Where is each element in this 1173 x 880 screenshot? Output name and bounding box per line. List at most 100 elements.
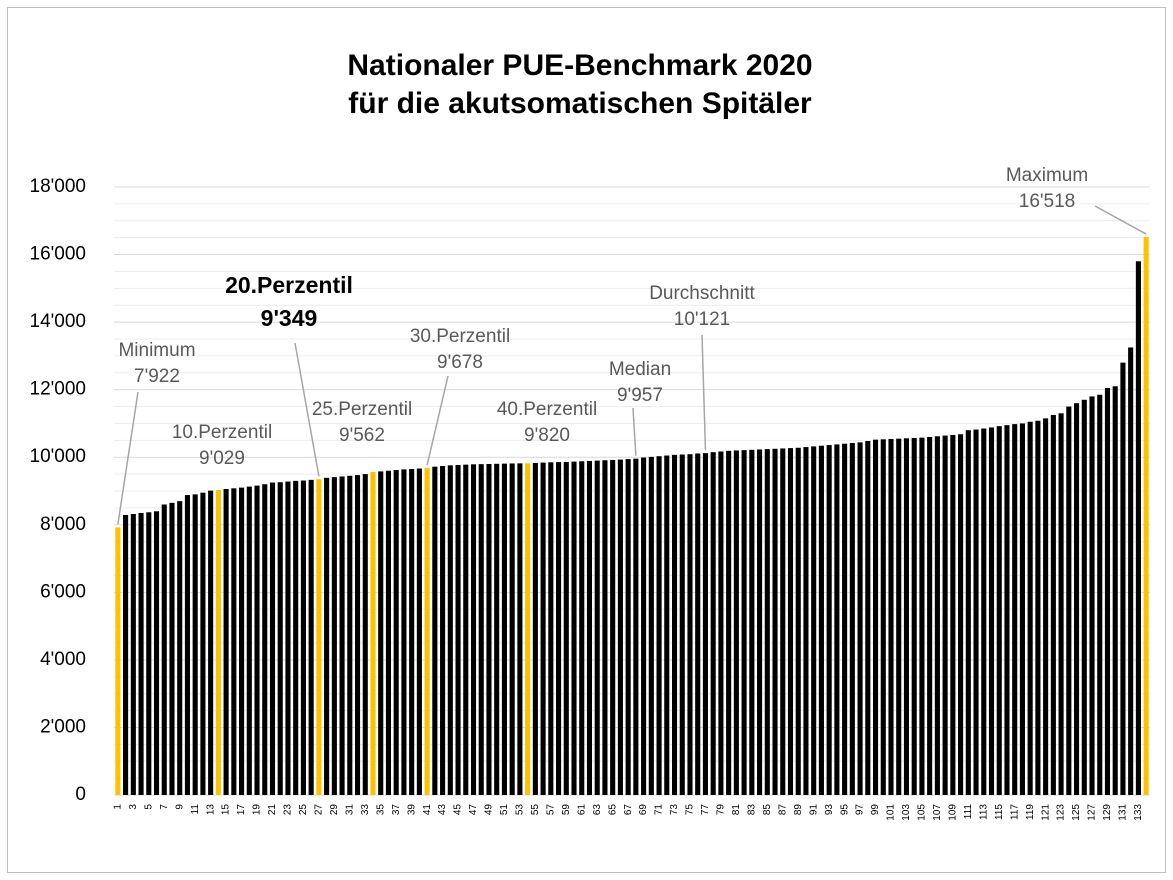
bar xyxy=(1058,413,1064,795)
y-tick-label: 4'000 xyxy=(40,649,86,670)
bar xyxy=(1066,406,1072,795)
bar xyxy=(184,495,190,795)
bar xyxy=(865,441,871,795)
bar xyxy=(339,476,345,795)
bar xyxy=(973,429,979,795)
bar xyxy=(787,448,794,795)
bar xyxy=(308,479,314,795)
annotation-leader xyxy=(117,391,139,525)
bar xyxy=(1089,396,1095,795)
annotation-value: 9'029 xyxy=(199,448,245,469)
annotation-value: 9'349 xyxy=(261,305,318,331)
x-tick-label: 83 xyxy=(746,804,757,816)
bar xyxy=(671,454,678,795)
x-tick-label: 69 xyxy=(638,804,649,816)
x-tick-label: 103 xyxy=(901,804,912,821)
x-tick-label: 107 xyxy=(932,804,943,821)
x-tick-label: 27 xyxy=(314,804,325,816)
bar xyxy=(540,462,546,795)
bar xyxy=(509,463,515,795)
bar xyxy=(656,456,662,795)
x-tick-label: 21 xyxy=(267,804,278,816)
bar xyxy=(285,481,291,795)
x-tick-label: 31 xyxy=(344,804,355,816)
bar xyxy=(695,453,701,795)
annotation-value: 9'562 xyxy=(339,425,385,446)
bar xyxy=(563,461,569,795)
bar xyxy=(872,439,879,795)
bar xyxy=(254,485,260,795)
x-tick-label: 19 xyxy=(252,804,263,816)
x-tick-label: 39 xyxy=(406,804,417,816)
x-tick-label: 49 xyxy=(484,804,495,816)
x-tick-label: 47 xyxy=(468,804,479,816)
y-tick-label: 10'000 xyxy=(30,446,86,467)
bar xyxy=(826,445,832,795)
chart-title: Nationaler PUE-Benchmark 2020 xyxy=(347,49,812,82)
bar xyxy=(362,474,368,795)
annotation-value: 16'518 xyxy=(1019,191,1075,212)
bar xyxy=(440,466,446,795)
annotation-leader xyxy=(1094,205,1147,235)
bar xyxy=(1097,394,1103,795)
x-tick-label: 57 xyxy=(545,804,556,816)
bar xyxy=(1019,423,1025,795)
bar xyxy=(494,463,500,795)
annotation-label: 30.Perzentil xyxy=(410,326,510,347)
x-tick-label: 65 xyxy=(607,804,618,816)
x-tick-label: 131 xyxy=(1118,804,1129,821)
bar xyxy=(146,512,152,795)
bar xyxy=(981,428,987,795)
x-tick-label: 95 xyxy=(839,804,850,816)
annotation-value: 7'922 xyxy=(134,366,180,387)
x-tick-label: 25 xyxy=(298,804,309,816)
x-tick-label: 53 xyxy=(515,804,526,816)
bar xyxy=(200,492,206,795)
bar xyxy=(958,434,964,795)
x-tick-label: 11 xyxy=(190,804,201,815)
y-tick-label: 8'000 xyxy=(40,514,86,535)
bar xyxy=(1128,347,1134,795)
x-tick-label: 71 xyxy=(654,804,665,816)
bar xyxy=(927,436,933,795)
bar xyxy=(950,434,956,795)
annotation-leader xyxy=(426,375,449,466)
bar xyxy=(370,472,376,795)
x-tick-label: 13 xyxy=(205,804,216,816)
bar xyxy=(470,464,477,795)
x-tick-label: 87 xyxy=(777,804,788,816)
bar xyxy=(1135,261,1141,795)
x-tick-label: 81 xyxy=(731,804,742,816)
bar xyxy=(764,449,770,795)
bar xyxy=(409,469,415,795)
bar xyxy=(215,490,221,795)
bar xyxy=(633,458,639,795)
bar xyxy=(648,456,654,795)
annotation-leader xyxy=(294,342,320,477)
bar xyxy=(262,484,268,795)
annotation-label: Minimum xyxy=(118,340,195,361)
x-tick-label: 101 xyxy=(886,804,897,821)
annotation-label: 40.Perzentil xyxy=(497,399,597,420)
x-tick-label: 129 xyxy=(1102,804,1113,821)
chart-title: für die akutsomatischen Spitäler xyxy=(348,87,812,120)
x-tick-label: 79 xyxy=(716,804,727,816)
x-tick-label: 67 xyxy=(623,804,634,816)
bar xyxy=(231,488,237,795)
bar xyxy=(803,447,809,795)
bar xyxy=(795,447,801,795)
bar xyxy=(718,451,724,795)
bar xyxy=(1104,387,1111,795)
bar xyxy=(123,514,129,795)
bar xyxy=(625,459,631,795)
annotation-label: 25.Perzentil xyxy=(312,399,412,420)
bar xyxy=(331,477,337,795)
x-tick-label: 73 xyxy=(669,804,680,816)
bar xyxy=(354,475,361,795)
annotation-label: Durchschnitt xyxy=(649,283,755,304)
bar xyxy=(749,449,755,795)
bar xyxy=(772,448,778,795)
bar xyxy=(842,443,848,795)
bar xyxy=(1004,425,1010,795)
bar xyxy=(532,462,538,795)
